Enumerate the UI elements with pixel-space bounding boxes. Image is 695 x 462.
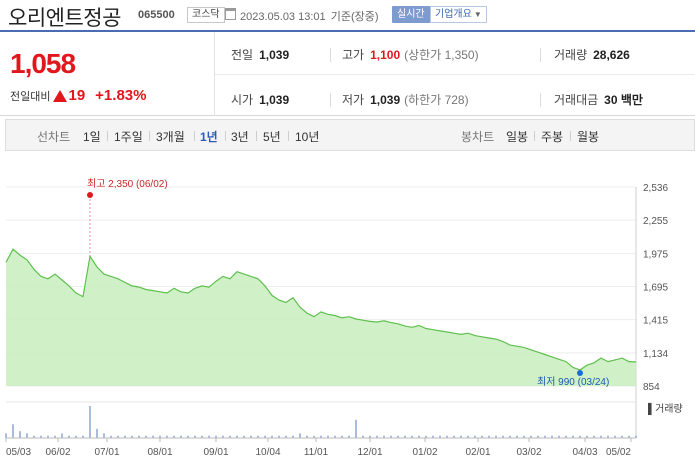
x-tick-label: 11/01: [304, 447, 329, 458]
open-value: 1,039: [259, 93, 290, 107]
chevron-down-icon: ▼: [473, 10, 482, 19]
divider: [107, 131, 108, 141]
divider: [256, 131, 257, 141]
price-line: [5, 248, 637, 371]
x-tick-label: 08/01: [147, 447, 172, 458]
line-chart-label: 선차트: [37, 130, 71, 144]
lower-limit: (하한가 728): [404, 93, 469, 107]
divider: [534, 131, 535, 141]
low-marker: [577, 370, 583, 376]
change-percent: +1.83%: [95, 87, 147, 104]
volume-label: 거래량: [554, 48, 588, 62]
tab-1w[interactable]: 1주일: [114, 130, 143, 144]
stock-name: 오리엔트정공: [8, 7, 121, 30]
realtime-button[interactable]: 실시간: [392, 6, 430, 23]
price-chart[interactable]: 2,536 2,255 1,975 1,695 1,415 1,134 854 최고 2,35…: [0, 170, 695, 462]
x-tick-label: 03/02: [516, 447, 541, 458]
y-tick-label: 854: [643, 382, 660, 393]
tab-3m[interactable]: 3개월: [156, 130, 185, 144]
x-tick-label: 05/03: [6, 447, 31, 458]
tab-1y[interactable]: 1년: [200, 130, 218, 144]
change-value: 19: [68, 87, 86, 104]
tab-1d[interactable]: 1일: [83, 130, 101, 144]
y-tick-label: 1,415: [643, 316, 668, 327]
tab-3y[interactable]: 3년: [231, 130, 249, 144]
amount-label: 거래대금: [554, 93, 599, 107]
high-label: 고가: [342, 48, 365, 62]
low-label: 저가: [342, 93, 365, 107]
candle-chart-label: 봉차트: [461, 130, 495, 144]
x-tick-label: 06/02: [45, 447, 70, 458]
y-tick-label: 1,695: [643, 283, 668, 294]
divider: [330, 48, 331, 62]
tab-daily[interactable]: 일봉: [506, 130, 529, 144]
low-price: 저가 1,039 (하한가 728): [342, 91, 469, 108]
high-price: 고가 1,100 (상한가 1,350): [342, 46, 479, 63]
divider: [149, 131, 150, 141]
y-tick-label: 1,134: [643, 349, 668, 360]
current-price-block: 1,058 전일대비 19 +1.83%: [0, 32, 215, 116]
open-label: 시가: [231, 93, 254, 107]
volume-label: ▌거래량: [648, 402, 683, 416]
divider: [540, 93, 541, 107]
amount-value: 30 백만: [604, 93, 643, 107]
low-annotation: 최저 990 (03/24): [537, 376, 609, 388]
prev-close: 전일 1,039: [231, 46, 289, 63]
high-value: 1,100: [370, 48, 401, 62]
tab-weekly[interactable]: 주봉: [541, 130, 564, 144]
row-divider: [215, 74, 695, 75]
stock-header: 오리엔트정공 065500 코스닥 2023.05.03 13:01 기준(장중…: [0, 0, 695, 30]
x-tick-label: 12/01: [357, 447, 382, 458]
divider: [570, 131, 571, 141]
company-overview-button[interactable]: 기업개요 ▼: [430, 6, 487, 23]
divider: [540, 48, 541, 62]
x-tick-label: 09/01: [203, 447, 228, 458]
market-badge: 코스닥: [187, 7, 225, 23]
divider: [194, 131, 195, 141]
high-annotation: 최고 2,350 (06/02): [87, 178, 168, 190]
volume: 거래량 28,626: [554, 46, 630, 63]
high-marker: [87, 192, 93, 198]
divider: [330, 93, 331, 107]
trade-amount: 거래대금 30 백만: [554, 91, 643, 108]
low-value: 1,039: [370, 93, 401, 107]
price-chart-svg: 2,536 2,255 1,975 1,695 1,415 1,134 854 최고 2,35…: [5, 178, 683, 458]
tab-5y[interactable]: 5년: [263, 130, 281, 144]
company-overview-label: 기업개요: [435, 9, 472, 20]
y-tick-label: 2,255: [643, 216, 668, 227]
x-tick-label: 10/04: [255, 447, 280, 458]
timestamp-note: 기준(장중): [330, 11, 379, 23]
quote-panel: 1,058 전일대비 19 +1.83% 전일 1,039 고가 1,100 (상한가…: [0, 30, 695, 116]
tab-monthly[interactable]: 월봉: [577, 130, 600, 144]
y-tick-label: 1,975: [643, 249, 668, 260]
x-tick-label: 07/01: [94, 447, 119, 458]
prev-close-value: 1,039: [259, 48, 290, 62]
y-tick-label: 2,536: [643, 183, 668, 194]
timestamp: 2023.05.03 13:01 기준(장중): [240, 8, 379, 24]
calendar-icon: [225, 8, 236, 20]
stock-code: 065500: [138, 9, 175, 21]
x-tick-label: 02/01: [465, 447, 490, 458]
upper-limit: (상한가 1,350): [404, 48, 479, 62]
open-price: 시가 1,039: [231, 91, 289, 108]
divider: [288, 131, 289, 141]
change-row: 전일대비 19 +1.83%: [10, 87, 146, 104]
current-price: 1,058: [10, 48, 76, 79]
divider: [225, 131, 226, 141]
price-area: [6, 249, 636, 386]
up-arrow-icon: [53, 89, 68, 102]
tab-10y[interactable]: 10년: [295, 130, 320, 144]
x-tick-label: 05/02: [606, 447, 631, 458]
chart-period-tabs: 선차트 1일 1주일 3개월 1년 3년 5년 10년 봉차트 일봉 주봉 월봉: [5, 119, 695, 151]
prev-close-label: 전일: [231, 48, 254, 62]
x-tick-label: 04/03: [572, 447, 597, 458]
timestamp-value: 2023.05.03 13:01: [240, 11, 326, 23]
volume-value: 28,626: [593, 48, 630, 62]
x-tick-label: 01/02: [412, 447, 437, 458]
change-label: 전일대비: [10, 90, 51, 103]
